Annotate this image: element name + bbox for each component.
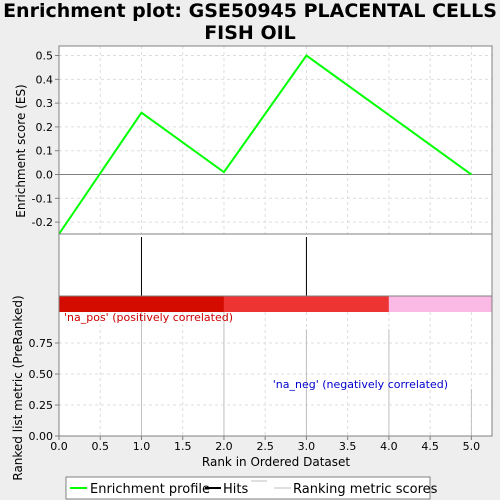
chart-title: Enrichment plot: GSE50945 PLACENTAL CELL… [0,0,500,44]
x-tick-label-10: 5.0 [463,440,481,453]
es-panel-background [59,46,492,234]
color-bar-segment-2 [388,296,492,312]
x-tick-label-5: 2.5 [256,440,274,453]
es-y-tick-label-2: 0.0 [36,169,54,182]
annotation-negative: 'na_neg' (negatively correlated) [273,378,448,391]
x-tick-label-1: 0.5 [91,440,109,453]
x-tick-label-6: 3.0 [298,440,316,453]
es-y-tick-label-5: 0.3 [36,97,54,110]
chart-title-line-2: FISH OIL [204,22,296,44]
rank-bars-group [140,312,472,436]
es-y-axis-label: Enrichment score (ES) [14,84,28,217]
legend-box [65,476,431,500]
legend-item-hits: Hits [205,482,248,497]
rank-y-ticks: 0.00 0.25 0.50 0.75 [29,337,59,443]
color-bar [59,296,492,312]
hits-group [140,237,307,296]
chart-title-line-1: Enrichment plot: GSE50945 PLACENTAL CELL… [3,0,497,22]
color-bar-segment-0 [59,296,224,312]
hits-panel-background [59,234,492,296]
es-curve-group [58,54,472,235]
legend-item-ranking-metric-scores: Ranking metric scores [251,480,438,497]
rank-panel-border [58,295,493,437]
x-tick-label-3: 1.5 [174,440,192,453]
x-axis-label: Rank in Ordered Dataset [202,455,350,469]
x-tick-label-9: 4.5 [421,440,439,453]
x-tick-label-4: 2.0 [215,440,233,453]
color-bar-segment-1 [223,296,389,312]
es-grid [59,46,492,234]
x-ticks: 0.0 0.5 1.0 1.5 2.0 2.5 3.0 3.5 4.0 4.5 5.0 [50,436,480,453]
rank-y-tick-label-3: 0.75 [29,337,54,350]
legend-label-ranking-metric-scores: Ranking metric scores [293,482,438,497]
legend-item-enrichment-profile: Enrichment profile [70,482,210,497]
es-y-tick-label-3: 0.1 [36,145,54,158]
annotation-positive: 'na_pos' (positively correlated) [64,311,233,324]
legend-label-enrichment-profile: Enrichment profile [90,482,210,497]
es-curve-line [58,54,472,235]
rank-y-tick-label-0: 0.00 [29,430,54,443]
rank-y-tick-label-1: 0.25 [29,399,54,412]
x-tick-label-7: 3.5 [339,440,357,453]
rank-y-tick-label-2: 0.50 [29,368,54,381]
x-tick-label-8: 4.0 [380,440,398,453]
es-y-tick-label-4: 0.2 [36,121,54,134]
legend-label-hits: Hits [223,482,248,497]
x-tick-label-2: 1.0 [133,440,151,453]
es-y-tick-label-0: -0.2 [32,216,53,229]
x-tick-label-0: 0.0 [50,440,68,453]
es-y-tick-label-1: -0.1 [32,192,53,205]
rank-y-axis-label: Ranked list metric (PreRanked) [11,295,25,480]
es-y-tick-label-7: 0.5 [36,50,54,63]
es-y-tick-label-6: 0.4 [36,73,54,86]
es-y-ticks: -0.2 -0.1 0.0 0.1 0.2 0.3 0.4 0.5 [32,50,59,229]
